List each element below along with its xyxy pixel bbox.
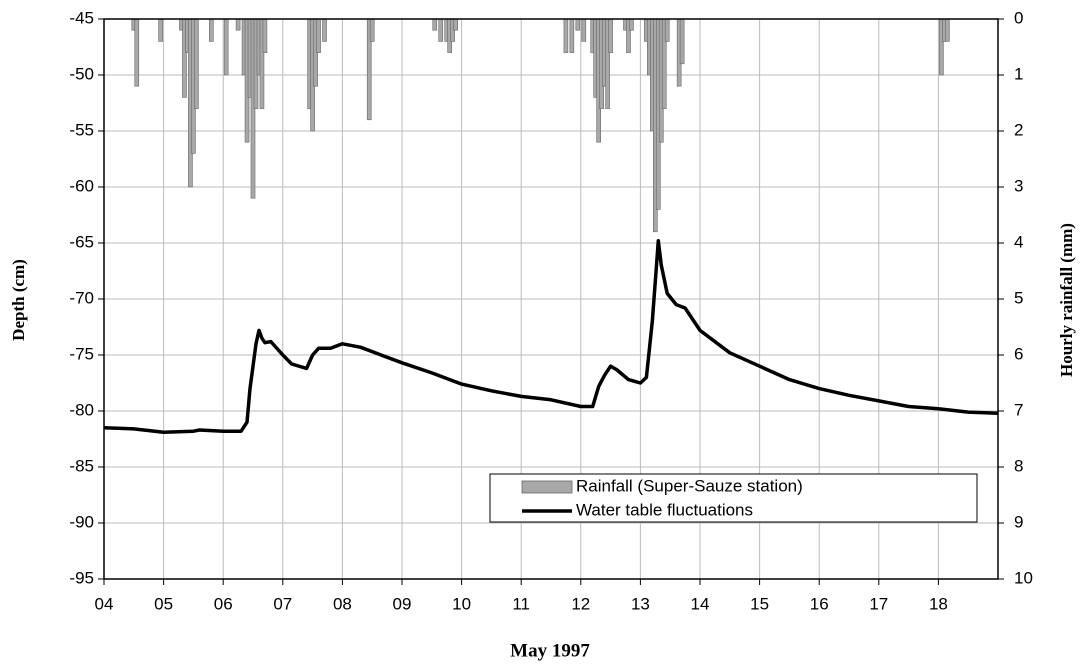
y-tick-label: -70 — [69, 288, 94, 307]
plot-frame — [103, 18, 999, 580]
x-tick-label: 16 — [810, 594, 829, 613]
x-tick-label: 09 — [393, 594, 412, 613]
x-tick-label: 04 — [95, 594, 114, 613]
rain-bar — [316, 18, 321, 53]
rain-bar — [235, 18, 241, 31]
x-tick-label: 18 — [929, 594, 948, 613]
y-tick-label: -55 — [69, 120, 94, 139]
water-table-line — [103, 239, 999, 435]
x-tick-label: 17 — [869, 594, 888, 613]
y2-tick-label: 4 — [1014, 232, 1023, 251]
y2-tick-label: 9 — [1014, 512, 1023, 531]
y2-tick-label: 0 — [1014, 8, 1023, 27]
rain-bar — [322, 18, 327, 42]
rain-bar — [134, 18, 140, 87]
x-tick-label: 11 — [512, 594, 530, 613]
y-tick-label: -90 — [69, 512, 94, 531]
y-tick-label: -50 — [69, 64, 94, 83]
y-tick-label: -80 — [69, 400, 94, 419]
y-tick-label: -60 — [69, 176, 94, 195]
rain-bar — [158, 18, 163, 42]
rain-bar — [679, 18, 685, 65]
rain-bar — [569, 18, 575, 53]
y2-tick-label: 7 — [1014, 400, 1023, 419]
x-tick-label: 10 — [452, 594, 471, 613]
x-tick-label: 15 — [750, 594, 769, 613]
y2-tick-label: 8 — [1014, 456, 1023, 475]
y2-tick-label: 5 — [1014, 288, 1023, 307]
y-tick-label: -75 — [69, 344, 94, 363]
y-tick-label: -85 — [69, 456, 94, 475]
y2-tick-label: 1 — [1014, 64, 1023, 83]
y-axis-title: Depth (cm) — [9, 259, 28, 341]
x-tick-label: 13 — [631, 594, 650, 613]
y2-tick-label: 6 — [1014, 344, 1023, 363]
rain-bar — [438, 18, 444, 42]
y2-tick-label: 10 — [1014, 568, 1033, 587]
x-tick-label: 05 — [154, 594, 173, 613]
y2-tick-label: 2 — [1014, 120, 1023, 139]
legend-swatch — [521, 480, 573, 494]
rain-bar — [369, 18, 375, 42]
rain-bar — [629, 18, 634, 31]
x-tick-label: 14 — [691, 594, 710, 613]
rain-bar — [262, 18, 268, 53]
x-tick-label: 12 — [571, 594, 590, 613]
rain-bar — [664, 18, 670, 42]
rain-bar — [575, 18, 581, 31]
y2-axis-title: Hourly rainfall (mm) — [1057, 223, 1076, 377]
x-tick-label: 06 — [214, 594, 233, 613]
rain-bar — [453, 18, 458, 31]
x-tick-label: 08 — [333, 594, 352, 613]
rain-bar — [432, 18, 438, 31]
rain-bar — [581, 18, 587, 42]
y-tick-label: -65 — [69, 232, 94, 251]
x-axis-title: May 1997 — [510, 640, 590, 661]
x-tick-label: 07 — [273, 594, 292, 613]
legend-label: Rainfall (Super-Sauze station) — [576, 476, 803, 495]
y2-tick-label: 3 — [1014, 176, 1023, 195]
rain-bar — [194, 18, 199, 109]
rain-bar — [208, 18, 214, 42]
y-tick-label: -45 — [69, 8, 94, 27]
rain-bar — [223, 18, 229, 76]
rain-bar — [945, 18, 950, 42]
rain-bar — [563, 18, 569, 53]
y-tick-label: -95 — [69, 568, 94, 587]
legend-label: Water table fluctuations — [576, 500, 753, 519]
rain-bar — [608, 18, 613, 53]
